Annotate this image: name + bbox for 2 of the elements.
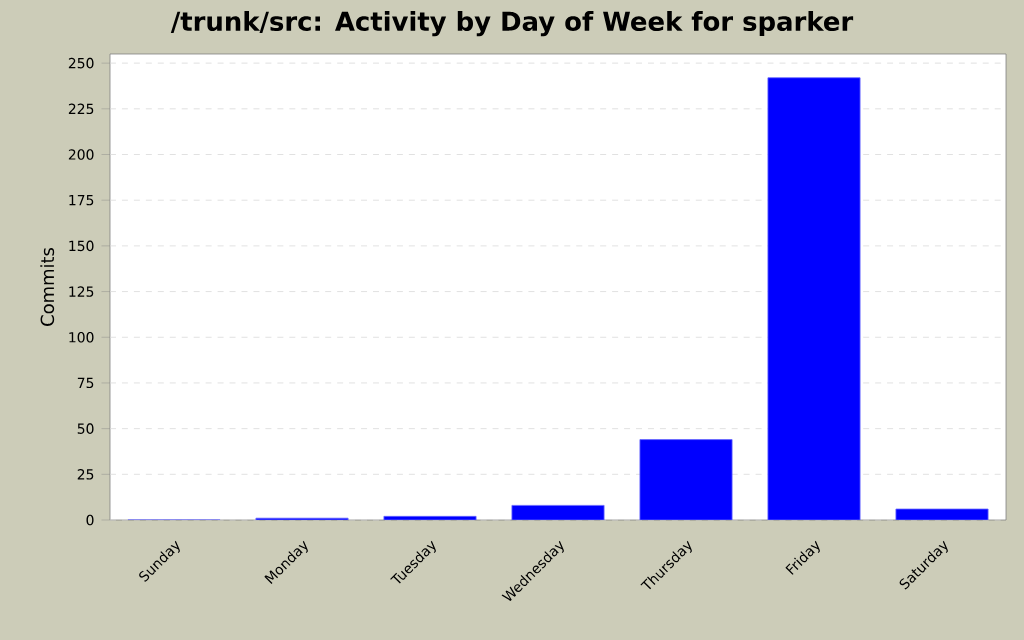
chart-title: /trunk/src: Activity by Day of Week for sparker [170,11,854,37]
y-axis-title: Commits [40,247,55,326]
